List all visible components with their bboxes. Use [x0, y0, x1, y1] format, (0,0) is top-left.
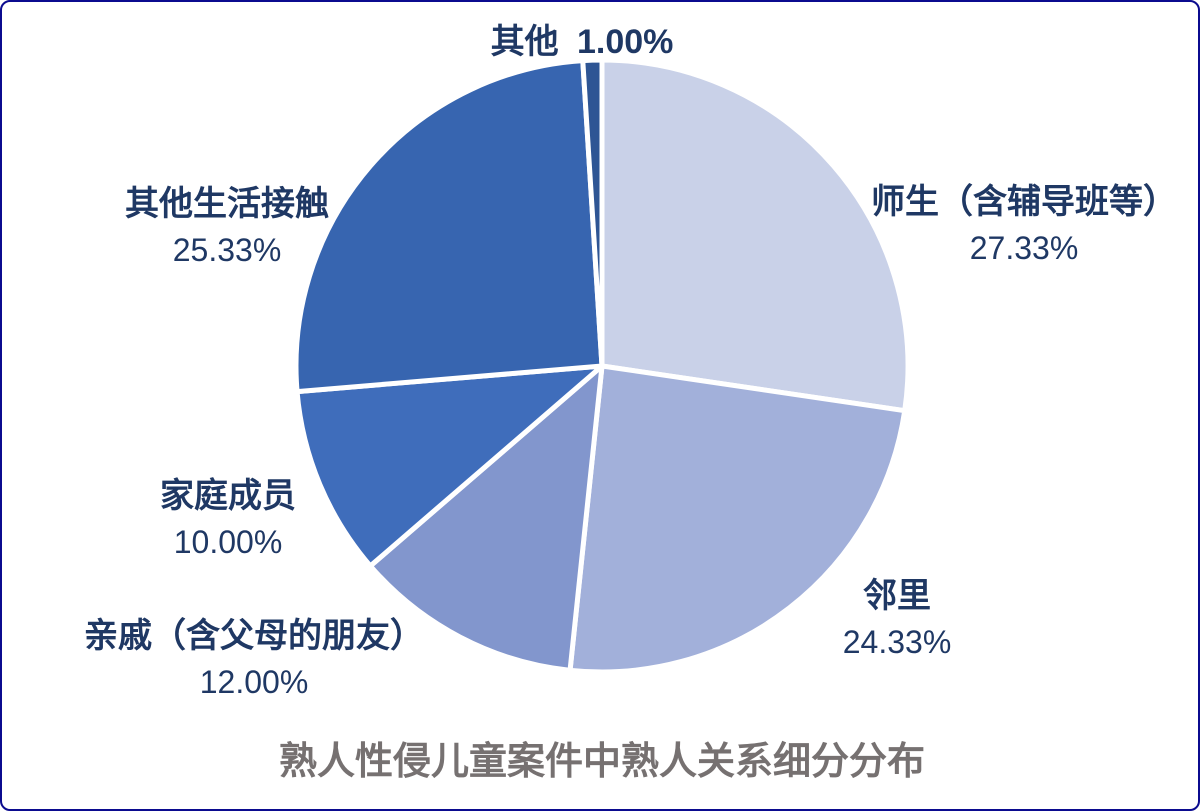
slice-label-other-life-contact-pct: 25.33%	[172, 232, 282, 269]
pie-slice-2	[367, 363, 605, 673]
slice-label-other: 其他 1.00%	[491, 18, 674, 66]
slice-label-family: 家庭成员 10.00%	[160, 472, 296, 566]
slice-label-relative: 亲戚（含父母的朋友） 12.00%	[84, 612, 424, 706]
pie-slice-1	[567, 363, 908, 675]
slice-label-neighbor: 邻里 24.33%	[843, 572, 952, 666]
slice-label-relative-pct: 12.00%	[199, 664, 309, 701]
slice-label-other-life-contact-text: 其他生活接触	[125, 185, 329, 223]
slice-label-other-space	[563, 23, 572, 61]
slice-label-teacher-student: 师生（含辅导班等） 27.33%	[871, 178, 1177, 272]
slice-label-relative-text: 亲戚（含父母的朋友）	[84, 617, 424, 655]
pie-slice-3	[294, 363, 605, 569]
slice-label-other-pct: 1.00%	[576, 23, 674, 61]
slice-label-family-pct: 10.00%	[173, 524, 283, 561]
pie-slice-4	[293, 58, 605, 395]
slice-label-teacher-student-pct: 27.33%	[969, 230, 1079, 267]
chart-title: 熟人性侵儿童案件中熟人关系细分分布	[278, 741, 926, 783]
slice-label-neighbor-text: 邻里	[863, 577, 931, 615]
slice-label-family-text: 家庭成员	[160, 477, 296, 515]
pie-slice-5	[580, 57, 605, 369]
slice-label-neighbor-pct: 24.33%	[842, 624, 952, 661]
slice-label-teacher-student-text: 师生（含辅导班等）	[871, 183, 1177, 221]
pie-slice-0	[599, 57, 911, 414]
slice-label-other-life-contact: 其他生活接触 25.33%	[125, 180, 329, 274]
slice-label-other-text: 其他	[490, 23, 559, 61]
